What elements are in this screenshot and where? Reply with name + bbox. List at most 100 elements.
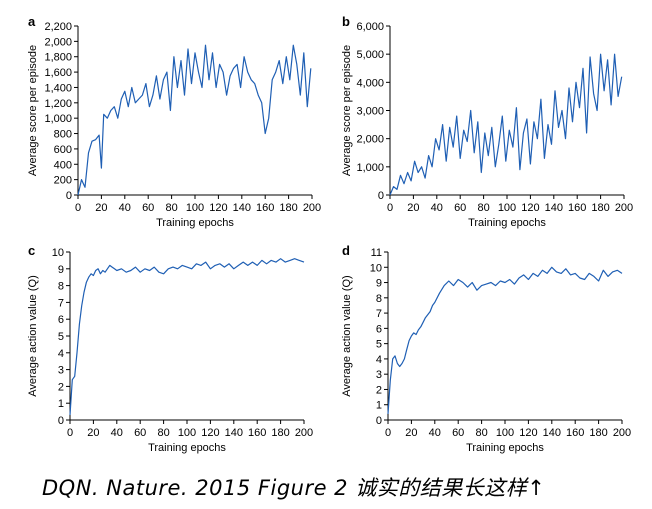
x-tick-label: 180 (279, 202, 297, 214)
y-tick-label: 2,200 (44, 21, 72, 33)
y-tick-label: 2 (376, 384, 382, 396)
y-tick-label: 8 (376, 293, 382, 305)
x-tick-label: 200 (613, 427, 631, 439)
x-tick-label: 40 (111, 427, 123, 439)
x-tick-label: 60 (452, 427, 464, 439)
y-axis-label: Average action value (Q) (27, 275, 39, 396)
y-tick-label: 1,000 (356, 162, 384, 174)
x-tick-label: 80 (477, 202, 489, 214)
y-tick-label: 1,200 (44, 98, 72, 110)
series-line (387, 266, 623, 414)
x-tick-label: 200 (615, 202, 633, 214)
y-tick-label: 7 (376, 308, 382, 320)
y-tick-label: 0 (66, 190, 72, 202)
figure: a0 20 40 60 80 100 120 140 160 180 200020040060080… (27, 14, 633, 454)
x-tick-label: 180 (591, 202, 609, 214)
x-tick-label: 20 (405, 427, 417, 439)
x-tick-label: 100 (178, 427, 196, 439)
x-tick-label: 20 (95, 202, 107, 214)
panel-label: c (28, 243, 35, 258)
panel-b: b 0 20 40 60 80 100 120 140 160 180 200 0 1,000 2,000 3… (341, 14, 633, 229)
x-tick-label: 40 (431, 202, 443, 214)
y-tick-label: 3 (376, 369, 382, 381)
y-tick-label: 8 (58, 281, 64, 293)
x-tick-label: 0 (387, 202, 393, 214)
x-axis-label: Training epochs (148, 442, 226, 454)
panel-d: d 0 20 40 60 80 100 120 140 160 180 200 0 1 2 3 4 5 6 7 8 9 10… (341, 243, 631, 454)
x-tick-label: 160 (248, 427, 266, 439)
x-tick-label: 60 (454, 202, 466, 214)
x-tick-label: 40 (119, 202, 131, 214)
x-tick-label: 0 (385, 427, 391, 439)
x-tick-label: 120 (209, 202, 227, 214)
x-tick-label: 160 (256, 202, 274, 214)
y-tick-label: 2,000 (356, 134, 384, 146)
x-tick-label: 180 (271, 427, 289, 439)
x-tick-label: 140 (543, 427, 561, 439)
y-tick-label: 10 (52, 247, 64, 259)
y-tick-label: 0 (58, 415, 64, 427)
y-tick-label: 2,000 (44, 36, 72, 48)
y-tick-label: 2 (58, 381, 64, 393)
y-tick-label: 1,400 (44, 82, 72, 94)
y-tick-label: 200 (54, 175, 72, 187)
y-tick-label: 1,600 (44, 67, 72, 79)
x-tick-label: 60 (134, 427, 146, 439)
x-tick-label: 20 (407, 202, 419, 214)
y-tick-label: 400 (54, 159, 72, 171)
y-tick-label: 4 (58, 348, 64, 360)
y-tick-label: 800 (54, 129, 72, 141)
x-tick-label: 120 (521, 202, 539, 214)
series-line (69, 258, 305, 416)
y-tick-label: 6,000 (356, 21, 384, 33)
x-axis-label: Training epochs (466, 442, 544, 454)
y-axis-label: Average score per episode (341, 45, 353, 176)
y-axis-label: Average score per episode (27, 45, 39, 176)
figure-caption: DQN. Nature. 2015 Figure 2 诚实的结果长这样↑ (42, 476, 546, 500)
y-axis-label: Average action value (Q) (341, 275, 353, 396)
y-tick-label: 4,000 (356, 77, 384, 89)
x-tick-label: 140 (545, 202, 563, 214)
y-tick-label: 5 (58, 331, 64, 343)
y-tick-label: 1 (376, 400, 382, 412)
y-tick-label: 5,000 (356, 49, 384, 61)
panel-c: c 0 20 40 60 80 100 120 140 160 180 200 0 1 2 3 4 5 6 7 8 9 10… (27, 243, 313, 454)
x-tick-label: 100 (498, 202, 516, 214)
y-tick-label: 0 (376, 415, 382, 427)
y-tick-label: 9 (376, 278, 382, 290)
panel-label: b (342, 14, 350, 29)
y-tick-label: 0 (378, 190, 384, 202)
y-tick-label: 9 (58, 264, 64, 276)
y-tick-label: 6 (58, 314, 64, 326)
x-tick-label: 60 (142, 202, 154, 214)
x-tick-label: 200 (295, 427, 313, 439)
y-tick-label: 3,000 (356, 106, 384, 118)
y-tick-label: 1 (58, 398, 64, 410)
panel-label: a (28, 14, 36, 29)
y-tick-label: 5 (376, 339, 382, 351)
x-tick-label: 140 (233, 202, 251, 214)
y-tick-label: 3 (58, 365, 64, 377)
x-tick-label: 180 (589, 427, 607, 439)
panel-a: a 0 20 40 60 80 100 120 140 160 180 200 0 200 400 600 80… (27, 14, 321, 229)
x-tick-label: 140 (225, 427, 243, 439)
y-tick-label: 4 (376, 354, 382, 366)
y-tick-label: 1,800 (44, 52, 72, 64)
x-tick-label: 160 (568, 202, 586, 214)
x-axis-label: Training epochs (156, 217, 234, 229)
y-tick-label: 10 (370, 262, 382, 274)
x-axis-label: Training epochs (468, 217, 546, 229)
x-tick-label: 20 (87, 427, 99, 439)
x-tick-label: 160 (566, 427, 584, 439)
y-tick-label: 7 (58, 297, 64, 309)
x-tick-label: 100 (186, 202, 204, 214)
x-tick-label: 0 (75, 202, 81, 214)
x-tick-label: 120 (519, 427, 537, 439)
series-line (389, 53, 623, 196)
y-tick-label: 6 (376, 323, 382, 335)
x-tick-label: 80 (157, 427, 169, 439)
y-tick-label: 11 (371, 247, 382, 259)
x-tick-label: 80 (475, 427, 487, 439)
x-tick-label: 0 (67, 427, 73, 439)
y-tick-label: 1,000 (44, 113, 72, 125)
